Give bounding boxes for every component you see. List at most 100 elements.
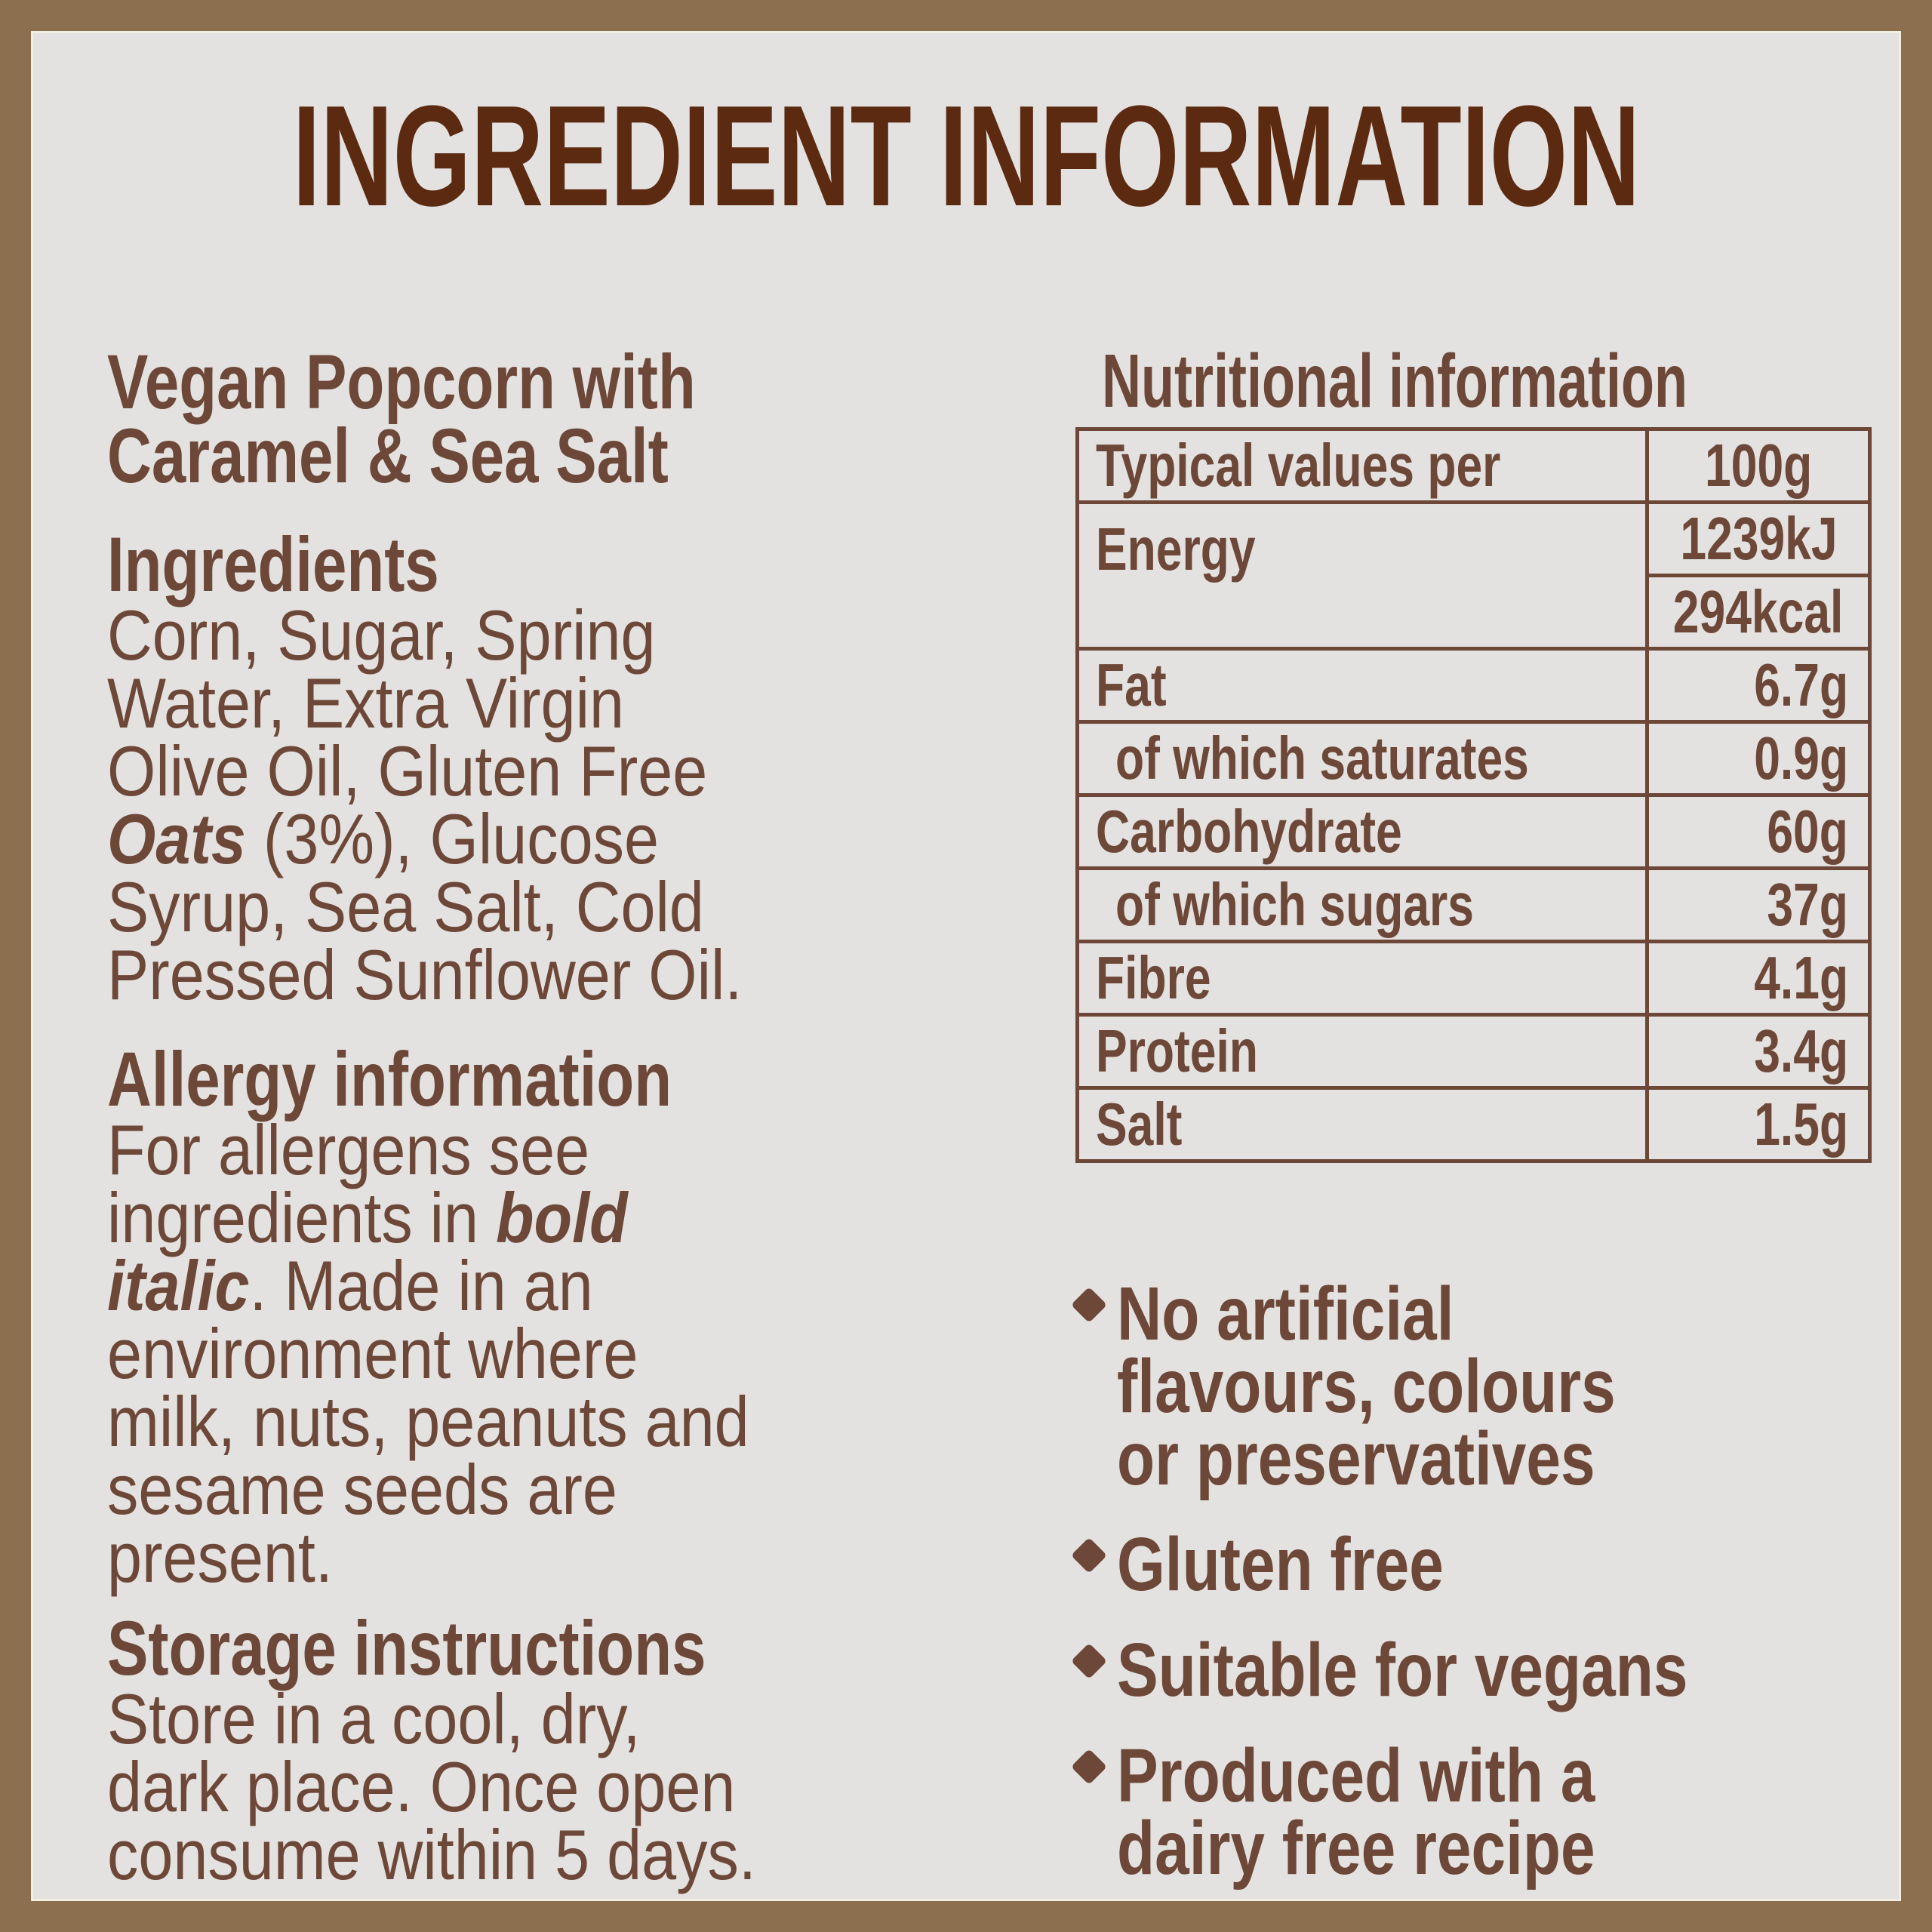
nutrition-label-cell: Carbohydrate [1075, 793, 1650, 870]
bullet-gutter [1070, 1627, 1117, 1700]
nutrition-table: Typical values per 100g Energy 1239kJ 29… [1075, 427, 1872, 1163]
energy-label-cell: Energy [1075, 500, 1650, 651]
storage-heading: Storage instructions [107, 1604, 1035, 1687]
text-line: milk, nuts, peanuts and [107, 1381, 1035, 1457]
text-line: or preservatives [1117, 1416, 1725, 1497]
text-line: ingredients in bold [107, 1177, 1035, 1254]
energy-kcal-text: 294kcal [1673, 578, 1844, 645]
allergy-text: For allergens see ingredients in bold ital… [107, 1109, 1035, 1593]
text-line: Corn, Sugar, Spring [107, 595, 1035, 671]
nutrition-value-text: 3.4g [1753, 1017, 1848, 1084]
nutrition-value-text: 60g [1767, 798, 1848, 865]
bullet-item: Produced with a dairy free recipe [1070, 1733, 1863, 1886]
nutrition-label-text: of which saturates [1115, 724, 1529, 792]
storage-heading-text: Storage instructions [107, 1605, 706, 1691]
text-line-content: Suitable for vegans [1117, 1628, 1688, 1712]
bullet-item: Suitable for vegans [1070, 1627, 1863, 1708]
ingredients-text: Corn, Sugar, Spring Water, Extra Virgin Ol… [107, 595, 1035, 1011]
text-line: italic. Made in an [107, 1245, 1035, 1321]
nutrition-row: Salt 1.5g [1075, 1086, 1872, 1163]
table-header-label: Typical values per [1075, 427, 1650, 504]
text-line-content: Water, Extra Virgin [107, 663, 624, 743]
diamond-bullet-icon [1070, 1537, 1108, 1574]
text-line-content: No artificial [1117, 1272, 1454, 1356]
nutrition-label-text: Protein [1096, 1017, 1258, 1084]
text-line-content: or preservatives [1117, 1417, 1595, 1501]
storage-text: Store in a cool, dry, dark place. Once op… [107, 1678, 1035, 1890]
text-line-content: consume within 5 days. [107, 1815, 756, 1894]
text-line-content: Vegan Popcorn with [107, 339, 696, 425]
nutrition-heading-text: Nutritional information [1102, 339, 1687, 423]
text-line-content: flavours, colours [1117, 1344, 1616, 1429]
nutrition-value-cell: 37g [1645, 866, 1872, 943]
nutrition-value-text: 4.1g [1753, 944, 1848, 1011]
nutrition-label-text: Salt [1096, 1091, 1183, 1158]
text-line: No artificial [1117, 1271, 1725, 1352]
nutrition-label-cell: Salt [1075, 1086, 1650, 1163]
text-line: For allergens see [107, 1109, 1035, 1186]
energy-kcal-cell: 294kcal [1645, 574, 1872, 651]
bullet-text: No artificial flavours, colours or preserv… [1117, 1271, 1725, 1497]
ingredients-heading: Ingredients [107, 521, 1035, 603]
nutrition-label-text: of which sugars [1115, 871, 1475, 938]
text-line-content: Oats (3%), Glucose [107, 799, 659, 878]
table-header-label-text: Typical values per [1096, 432, 1501, 499]
energy-label-text: Energy [1096, 515, 1256, 583]
text-line: dark place. Once open [107, 1746, 1035, 1823]
text-line-content: present. [107, 1518, 333, 1597]
nutrition-label-text: Fat [1096, 651, 1167, 718]
text-line-content: sesame seeds are [107, 1450, 617, 1529]
page-title: INGREDIENT INFORMATION [0, 85, 1932, 228]
nutrition-value-cell: 4.1g [1645, 940, 1872, 1017]
nutrition-value-cell: 3.4g [1645, 1013, 1872, 1090]
text-line-content: Store in a cool, dry, [107, 1679, 641, 1758]
text-line-content: Gluten free [1117, 1522, 1444, 1607]
nutrition-value-cell: 6.7g [1645, 647, 1872, 724]
nutrition-heading: Nutritional information [1102, 338, 1915, 419]
text-line: Water, Extra Virgin [107, 663, 1035, 739]
text-line: Syrup, Sea Salt, Cold [107, 866, 1035, 943]
ingredients-heading-text: Ingredients [107, 521, 439, 608]
text-line: Oats (3%), Glucose [107, 798, 1035, 875]
nutrition-label-cell: Fibre [1075, 940, 1650, 1017]
text-line: Olive Oil, Gluten Free [107, 731, 1035, 807]
bullet-list: No artificial flavours, colours or preserv… [1070, 1271, 1863, 1911]
text-line: Vegan Popcorn with [107, 338, 1035, 420]
nutrition-value-cell: 60g [1645, 793, 1872, 870]
bullet-text: Suitable for vegans [1117, 1627, 1813, 1708]
text-line-content: Olive Oil, Gluten Free [107, 731, 708, 811]
text-line: Store in a cool, dry, [107, 1678, 1035, 1755]
bullet-item: No artificial flavours, colours or preserv… [1070, 1271, 1863, 1497]
text-line: Pressed Sunflower Oil. [107, 934, 1035, 1011]
bullet-gutter [1070, 1733, 1117, 1878]
text-line-content: milk, nuts, peanuts and [107, 1382, 749, 1461]
text-line: dairy free recipe [1117, 1805, 1700, 1886]
text-line: environment where [107, 1313, 1035, 1389]
nutrition-row: of which sugars 37g [1075, 866, 1872, 943]
diamond-bullet-icon [1070, 1642, 1108, 1680]
nutrition-value-text: 37g [1767, 871, 1848, 938]
nutrition-label-text: Fibre [1096, 944, 1211, 1011]
text-line: consume within 5 days. [107, 1814, 1035, 1890]
page-title-text: INGREDIENT INFORMATION [292, 76, 1640, 236]
nutrition-value-cell: 0.9g [1645, 720, 1872, 797]
energy-kj-cell: 1239kJ [1645, 500, 1872, 577]
text-line-content: For allergens see [107, 1110, 590, 1189]
bullet-text: Gluten free [1117, 1521, 1515, 1602]
nutrition-row: of which saturates 0.9g [1075, 720, 1872, 797]
nutrition-label-cell: of which sugars [1075, 866, 1650, 943]
text-line-content: dairy free recipe [1117, 1806, 1595, 1890]
bullet-text: Produced with a dairy free recipe [1117, 1733, 1700, 1886]
nutrition-value-text: 0.9g [1753, 724, 1848, 792]
text-line-content: Corn, Sugar, Spring [107, 595, 656, 675]
table-header-value: 100g [1645, 427, 1872, 504]
nutrition-row: Fat 6.7g [1075, 647, 1872, 724]
text-line-content: Caramel & Sea Salt [107, 413, 669, 499]
left-column: Vegan Popcorn with Caramel & Sea Salt Ing… [107, 338, 1035, 1890]
diamond-bullet-icon [1070, 1748, 1108, 1786]
bullet-gutter [1070, 1521, 1117, 1594]
energy-row: Energy 1239kJ [1075, 500, 1872, 651]
nutrition-label-text: Carbohydrate [1096, 798, 1402, 865]
text-line-content: Syrup, Sea Salt, Cold [107, 867, 704, 946]
text-line-content: italic. Made in an [107, 1246, 593, 1325]
